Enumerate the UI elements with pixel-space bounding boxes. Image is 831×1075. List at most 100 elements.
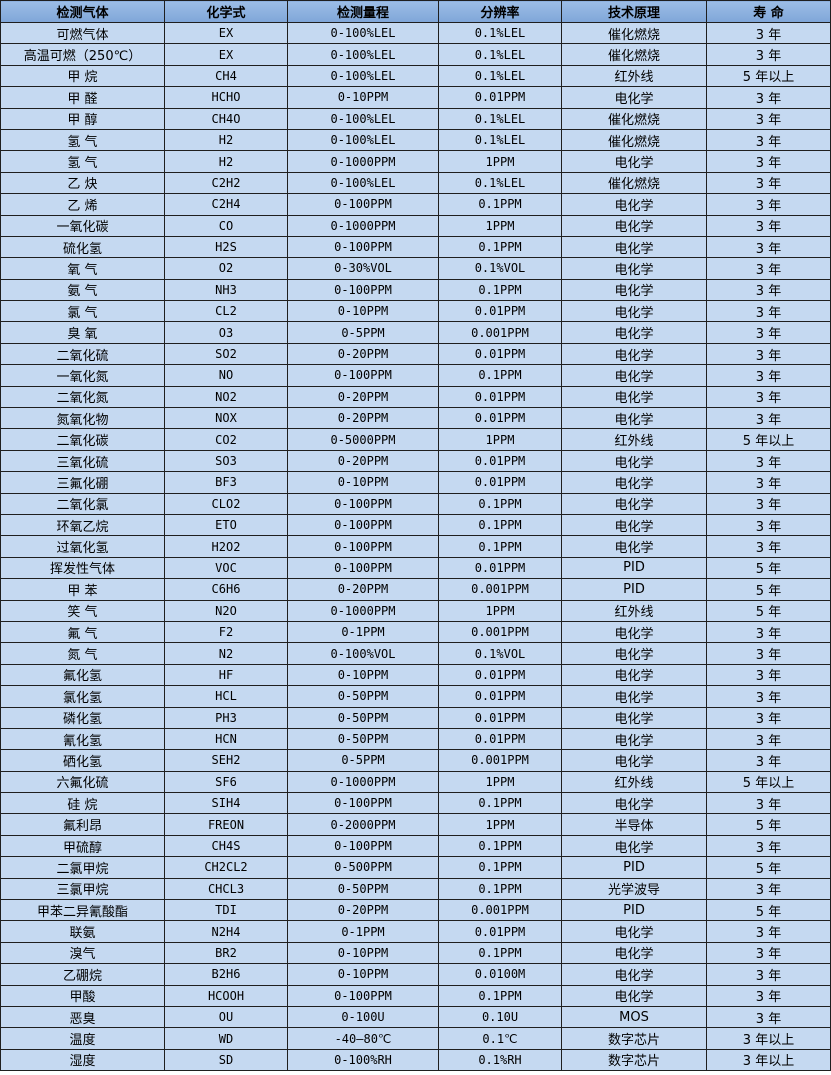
table-row: 高温可燃（250℃） EX 0-100%LEL 0.1%LEL 催化燃烧 3 年: [0, 43, 831, 66]
gas-name-cell: 甲 苯: [0, 578, 165, 601]
range-cell: 0-5PPM: [287, 321, 439, 344]
lifespan-cell: 5 年: [706, 599, 831, 622]
principle-cell: 电化学: [561, 278, 707, 302]
lifespan-cell: 3 年: [706, 407, 831, 430]
table-row: 臭 氧 O3 0-5PPM 0.001PPM 电化学 3 年: [0, 321, 831, 344]
range-cell: 0-1000PPM: [287, 150, 439, 173]
formula-cell: H2: [164, 128, 288, 152]
gas-name-cell: 甲 醇: [0, 107, 165, 130]
lifespan-cell: 3 年: [706, 620, 831, 644]
gas-name-cell: 硅 烷: [0, 792, 165, 815]
table-row: 湿度 SD 0-100%RH 0.1%RH 数字芯片 3 年以上: [0, 1048, 831, 1072]
lifespan-cell: 3 年: [706, 86, 831, 109]
table-row: 甲 醇 CH4O 0-100%LEL 0.1%LEL 催化燃烧 3 年: [0, 107, 831, 130]
principle-cell: 电化学: [561, 300, 707, 323]
lifespan-cell: 3 年: [706, 663, 831, 687]
formula-cell: N2: [164, 642, 288, 665]
table-row: 三氟化硼 BF3 0-10PPM 0.01PPM 电化学 3 年: [0, 471, 831, 494]
gas-name-cell: 二氧化硫: [0, 342, 165, 366]
formula-cell: CLO2: [164, 492, 288, 515]
table-row: 甲酸 HCOOH 0-100PPM 0.1PPM 电化学 3 年: [0, 984, 831, 1007]
gas-name-cell: 氯 气: [0, 300, 165, 323]
resolution-cell: 0.1PPM: [438, 492, 562, 515]
lifespan-cell: 5 年以上: [706, 770, 831, 794]
range-cell: 0-10PPM: [287, 963, 439, 986]
table-row: 氧 气 O2 0-30%VOL 0.1%VOL 电化学 3 年: [0, 257, 831, 280]
range-cell: 0-50PPM: [287, 706, 439, 729]
range-cell: 0-100PPM: [287, 834, 439, 858]
formula-cell: H2S: [164, 235, 288, 259]
range-cell: 0-100%LEL: [287, 43, 439, 66]
range-cell: 0-500PPM: [287, 856, 439, 879]
resolution-cell: 0.01PPM: [438, 706, 562, 729]
range-cell: 0-100PPM: [287, 278, 439, 302]
range-cell: 0-100PPM: [287, 792, 439, 815]
range-cell: 0-100PPM: [287, 193, 439, 216]
formula-cell: PH3: [164, 706, 288, 729]
lifespan-cell: 3 年: [706, 706, 831, 729]
gas-name-cell: 二氧化氯: [0, 492, 165, 515]
formula-cell: SO2: [164, 342, 288, 366]
principle-cell: 电化学: [561, 385, 707, 409]
resolution-cell: 0.1PPM: [438, 984, 562, 1007]
range-cell: 0-10PPM: [287, 663, 439, 687]
principle-cell: 电化学: [561, 235, 707, 259]
table-row: 氟 气 F2 0-1PPM 0.001PPM 电化学 3 年: [0, 620, 831, 644]
principle-cell: 电化学: [561, 620, 707, 644]
formula-cell: HCHO: [164, 86, 288, 109]
gas-name-cell: 氟利昂: [0, 813, 165, 836]
lifespan-cell: 3 年: [706, 107, 831, 130]
resolution-cell: 1PPM: [438, 770, 562, 794]
formula-cell: BR2: [164, 941, 288, 965]
lifespan-cell: 3 年: [706, 727, 831, 751]
table-body: 可燃气体 EX 0-100%LEL 0.1%LEL 催化燃烧 3 年高温可燃（250℃） E…: [0, 21, 831, 1072]
range-cell: 0-50PPM: [287, 727, 439, 751]
formula-cell: FREON: [164, 813, 288, 836]
table-row: 氟化氢 HF 0-10PPM 0.01PPM 电化学 3 年: [0, 663, 831, 687]
principle-cell: 电化学: [561, 150, 707, 173]
table-row: 氰化氢 HCN 0-50PPM 0.01PPM 电化学 3 年: [0, 727, 831, 751]
principle-cell: 电化学: [561, 984, 707, 1007]
header-range: 检测量程: [287, 0, 439, 23]
gas-name-cell: 氢 气: [0, 128, 165, 152]
table-row: 甲 苯 C6H6 0-20PPM 0.001PPM PID 5 年: [0, 578, 831, 601]
resolution-cell: 0.10U: [438, 1005, 562, 1029]
gas-name-cell: 二氧化氮: [0, 385, 165, 409]
lifespan-cell: 3 年: [706, 193, 831, 216]
lifespan-cell: 3 年: [706, 984, 831, 1007]
principle-cell: PID: [561, 556, 707, 580]
lifespan-cell: 3 年: [706, 342, 831, 366]
range-cell: 0-1PPM: [287, 620, 439, 644]
formula-cell: CO2: [164, 428, 288, 451]
principle-cell: MOS: [561, 1005, 707, 1029]
range-cell: 0-50PPM: [287, 685, 439, 708]
gas-name-cell: 氨 气: [0, 278, 165, 302]
principle-cell: 电化学: [561, 920, 707, 943]
table-row: 氮氧化物 NOX 0-20PPM 0.01PPM 电化学 3 年: [0, 407, 831, 430]
formula-cell: CHCL3: [164, 877, 288, 901]
gas-name-cell: 氰化氢: [0, 727, 165, 751]
table-row: 甲硫醇 CH4S 0-100PPM 0.1PPM 电化学 3 年: [0, 834, 831, 858]
range-cell: 0-1000PPM: [287, 770, 439, 794]
principle-cell: 催化燃烧: [561, 128, 707, 152]
header-row: 检测气体 化学式 检测量程 分辨率 技术原理 寿 命: [0, 0, 831, 23]
range-cell: 0-20PPM: [287, 899, 439, 922]
resolution-cell: 0.01PPM: [438, 407, 562, 430]
resolution-cell: 0.01PPM: [438, 663, 562, 687]
lifespan-cell: 3 年: [706, 385, 831, 409]
header-formula: 化学式: [164, 0, 288, 23]
resolution-cell: 0.001PPM: [438, 620, 562, 644]
principle-cell: PID: [561, 899, 707, 922]
table-row: 一氧化碳 CO 0-1000PPM 1PPM 电化学 3 年: [0, 214, 831, 237]
principle-cell: 电化学: [561, 706, 707, 729]
table-row: 氢 气 H2 0-1000PPM 1PPM 电化学 3 年: [0, 150, 831, 173]
resolution-cell: 0.1%LEL: [438, 107, 562, 130]
table-row: 环氧乙烷 ETO 0-100PPM 0.1PPM 电化学 3 年: [0, 513, 831, 537]
formula-cell: HF: [164, 663, 288, 687]
formula-cell: EX: [164, 43, 288, 66]
principle-cell: 电化学: [561, 963, 707, 986]
principle-cell: 红外线: [561, 428, 707, 451]
range-cell: 0-100PPM: [287, 513, 439, 537]
principle-cell: 红外线: [561, 770, 707, 794]
range-cell: 0-100PPM: [287, 364, 439, 387]
